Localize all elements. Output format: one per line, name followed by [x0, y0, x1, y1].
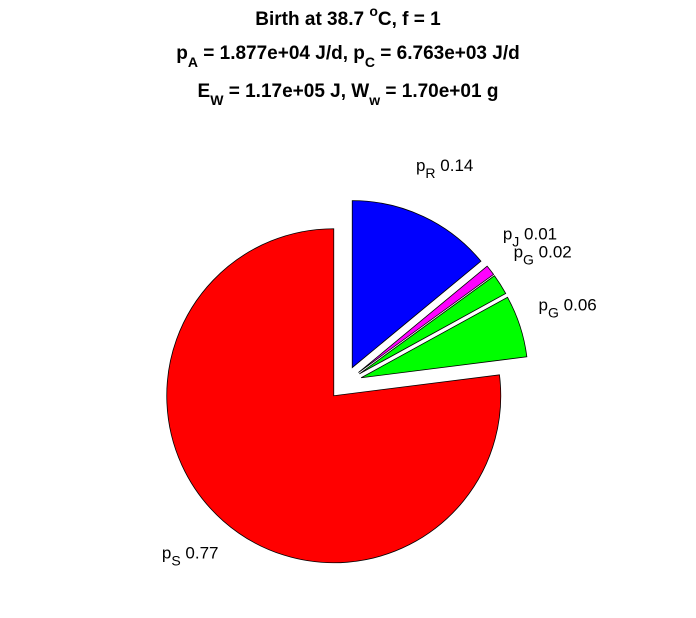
title-text: E [198, 81, 211, 102]
title-script: W [210, 92, 224, 108]
label-name: p [416, 156, 425, 175]
label-sub: G [548, 305, 559, 321]
title-text: = 1.70e+01 g [380, 81, 498, 102]
slice-label: pR 0.14 [416, 156, 473, 181]
label-name: p [539, 296, 548, 315]
pie-slice [166, 228, 502, 564]
label-value: 0.14 [440, 156, 473, 175]
pie-slice [351, 200, 482, 369]
label-sub: J [512, 234, 519, 250]
label-name: p [503, 225, 512, 244]
slice-label: pJ 0.01 [503, 225, 557, 250]
title-script: o [369, 3, 378, 19]
title-text: p [176, 43, 188, 64]
label-sub: R [425, 165, 435, 181]
label-value: 0.02 [539, 243, 572, 262]
label-name: p [514, 243, 523, 262]
slice-label: pG 0.02 [514, 243, 572, 268]
chart-title: pA = 1.877e+04 J/d, pC = 6.763e+03 J/d [176, 43, 519, 70]
chart-title: EW = 1.17e+05 J, Ww = 1.70e+01 g [198, 81, 499, 108]
pie-slice [359, 275, 507, 375]
title-script: A [188, 54, 198, 70]
label-value: 0.06 [564, 296, 597, 315]
pie-slice [360, 296, 528, 379]
title-script: C [365, 54, 375, 70]
label-sub: S [171, 553, 180, 569]
title-text: C, f = 1 [378, 9, 441, 30]
label-value: 0.77 [185, 544, 218, 563]
pie-slice [358, 265, 495, 373]
label-sub: G [523, 252, 534, 268]
label-name: p [162, 544, 171, 563]
chart-title: Birth at 38.7 oC, f = 1 [255, 3, 441, 30]
title-text: = 1.17e+05 J, W [223, 81, 369, 102]
slice-label: pG 0.06 [539, 296, 597, 321]
label-value: 0.01 [524, 225, 557, 244]
title-script: w [368, 92, 380, 108]
title-text: = 6.763e+03 J/d [375, 43, 520, 64]
slice-label: pS 0.77 [162, 544, 219, 569]
title-text: = 1.877e+04 J/d, p [198, 43, 365, 64]
title-text: Birth at 38.7 [255, 9, 369, 30]
